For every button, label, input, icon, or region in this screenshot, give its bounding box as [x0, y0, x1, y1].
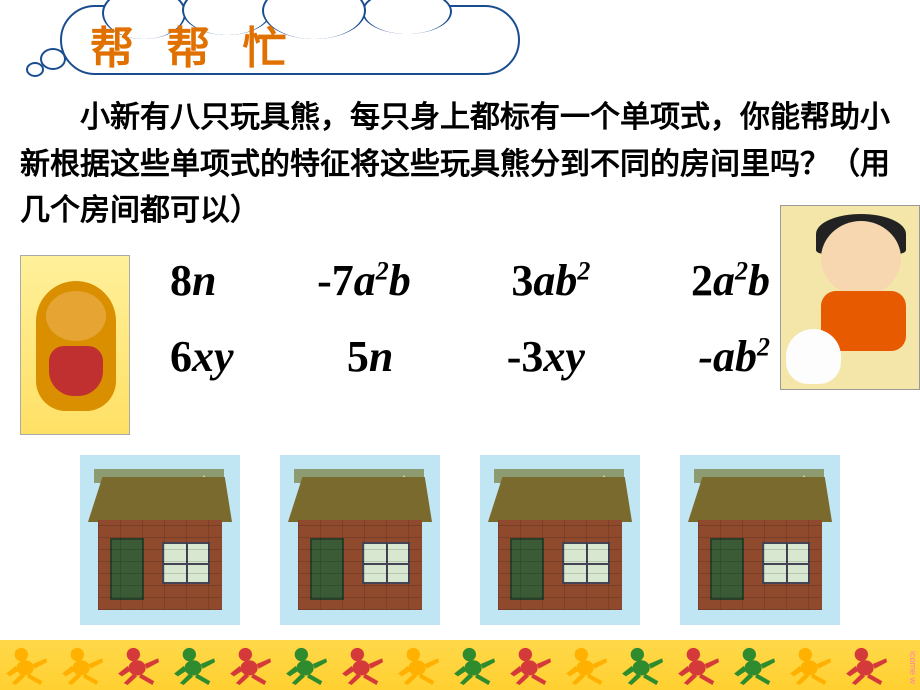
watermark-text: icome w — [908, 651, 918, 684]
runner-icon — [508, 645, 556, 685]
pooh-bear-image — [20, 255, 130, 435]
runner-icon — [676, 645, 724, 685]
runner-icon — [340, 645, 388, 685]
monomial[interactable]: 2a2b — [691, 255, 770, 306]
runner-icon — [564, 645, 612, 685]
page-title: 帮 帮 忙 — [90, 12, 296, 76]
decorative-footer-strip — [0, 640, 920, 690]
monomial[interactable]: 6xy — [170, 331, 234, 382]
monomial-row-2: 6xy 5n -3xy -ab2 — [150, 331, 790, 382]
shin-chan-image — [780, 205, 920, 390]
house[interactable] — [280, 455, 440, 625]
title-cloud: 帮 帮 忙 — [20, 0, 540, 90]
runner-icon — [396, 645, 444, 685]
runner-icon — [844, 645, 892, 685]
monomial[interactable]: -7a2b — [317, 255, 411, 306]
runner-icon — [60, 645, 108, 685]
house[interactable] — [480, 455, 640, 625]
runner-icon — [172, 645, 220, 685]
runner-icon — [732, 645, 780, 685]
problem-statement: 小新有八只玩具熊，每只身上都标有一个单项式，你能帮助小新根据这些单项式的特征将这… — [20, 95, 900, 235]
runner-icon — [452, 645, 500, 685]
runner-icon — [116, 645, 164, 685]
cloud-bubble — [26, 62, 44, 77]
monomial[interactable]: 5n — [347, 331, 393, 382]
monomial[interactable]: -3xy — [507, 331, 585, 382]
runner-icon — [4, 645, 52, 685]
runner-icon — [788, 645, 836, 685]
monomial-row-1: 8n -7a2b 3ab2 2a2b — [150, 255, 790, 306]
houses-row — [0, 455, 920, 625]
runner-icon — [620, 645, 668, 685]
house[interactable] — [680, 455, 840, 625]
monomial[interactable]: -ab2 — [698, 331, 770, 382]
runner-icon — [228, 645, 276, 685]
runner-icon — [284, 645, 332, 685]
monomial[interactable]: 8n — [170, 255, 216, 306]
house[interactable] — [80, 455, 240, 625]
monomial-grid: 8n -7a2b 3ab2 2a2b 6xy 5n -3xy -ab2 — [150, 255, 790, 415]
monomial[interactable]: 3ab2 — [511, 255, 590, 306]
